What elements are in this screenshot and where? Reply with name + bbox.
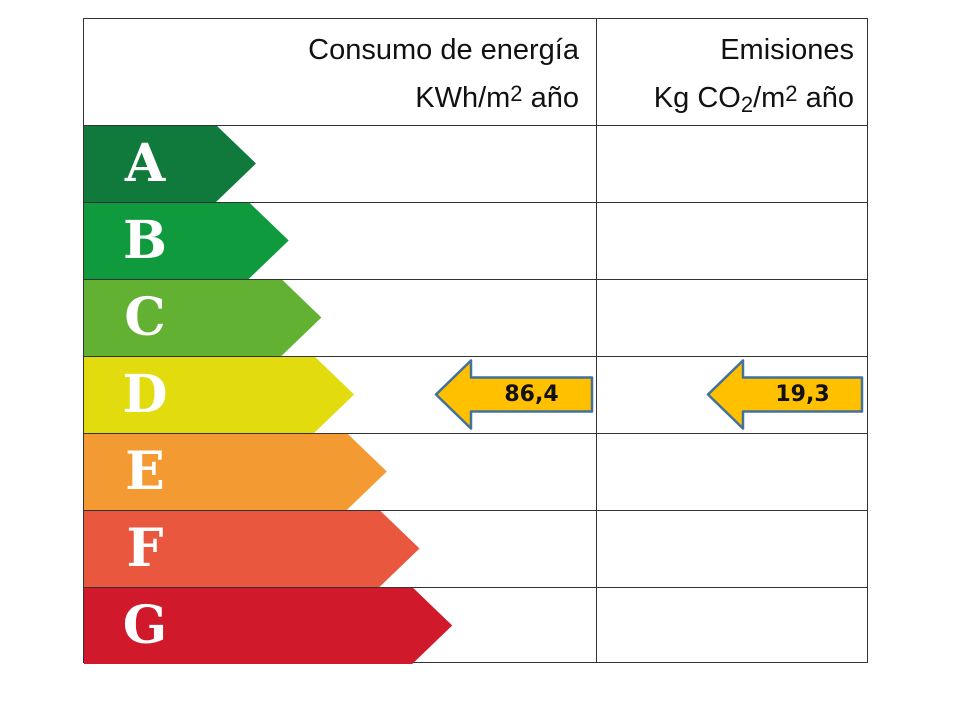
emissions-value: 19,3 [775,381,830,407]
rating-letter-e: E [125,441,165,502]
energy-unit-text-2: año [522,82,579,114]
rating-letter-f: F [126,518,164,579]
emissions-unit: Kg CO2/m2 año [654,72,854,126]
rating-bar-a [84,125,256,202]
emissions-title: Emisiones [720,34,854,66]
energy-unit: KWh/m2 año [308,72,579,120]
column-divider [596,19,597,662]
energy-label-table: Consumo de energía KWh/m2 año Emisiones … [83,18,868,664]
energy-unit-sup: 2 [510,81,523,106]
rating-letter-a: A [124,133,166,194]
row-divider [84,279,867,280]
row-divider [84,510,867,511]
rating-bar-g [84,587,453,664]
rating-bar-c [84,279,322,356]
rating-letter-c: C [124,287,166,348]
emissions-unit-text: Kg CO [653,82,741,114]
rating-bar-e [84,433,387,510]
emissions-arrow [706,359,864,430]
row-divider [84,587,867,588]
rating-bar-f [84,510,420,587]
energy-value: 86,4 [504,381,559,407]
energy-unit-text: KWh/m [415,82,511,114]
rating-letter-d: D [122,364,168,425]
rating-bar-b [84,202,289,279]
emissions-header: Emisiones Kg CO2/m2 año [654,29,854,126]
emissions-unit-sub: 2 [740,92,754,117]
energy-title: Consumo de energía [308,34,579,66]
energy-arrow [434,359,594,430]
row-divider [84,125,867,126]
emissions-unit-text-2: /m [753,82,786,114]
rating-bars [84,125,864,664]
rating-bar-d [84,356,355,433]
row-divider [84,356,867,357]
row-divider [84,202,867,203]
rating-letter-g: G [122,595,168,656]
emissions-unit-sup: 2 [785,81,798,106]
emissions-unit-text-3: año [797,82,854,114]
energy-header: Consumo de energía KWh/m2 año [308,29,579,120]
row-divider [84,433,867,434]
rating-letter-b: B [123,210,167,271]
